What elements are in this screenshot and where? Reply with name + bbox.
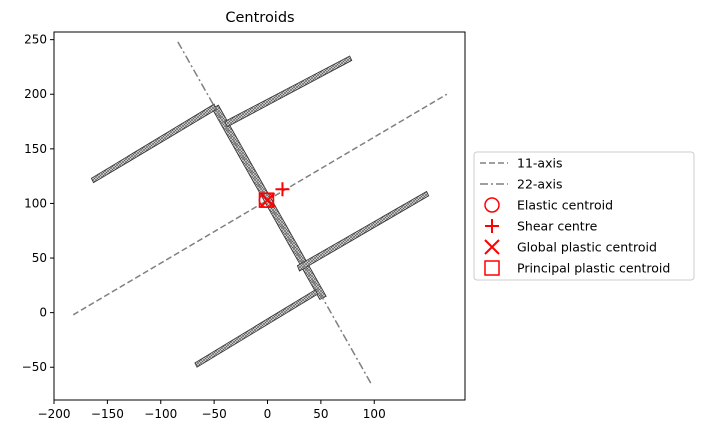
x-tick-label: −100 — [144, 407, 177, 421]
y-tick-label: 0 — [39, 306, 47, 320]
global-plastic-centroid-marker — [259, 192, 276, 208]
legend-global-plastic-centroid-symbol — [484, 239, 500, 255]
y-tick-label: 50 — [32, 251, 47, 265]
x-tick-label: 100 — [363, 407, 386, 421]
legend-principal-plastic-centroid-symbol — [484, 260, 500, 276]
x-tick-label: 0 — [264, 407, 272, 421]
y-tick-label: 100 — [24, 196, 47, 210]
plot-area — [72, 41, 448, 384]
y-tick-label: 200 — [24, 87, 47, 101]
legend-22-axis-label: 22-axis — [517, 177, 562, 192]
section-flange-4 — [194, 289, 319, 368]
shear-centre-marker — [275, 182, 290, 197]
legend-principal-plastic-centroid-label: Principal plastic centroid — [517, 261, 670, 276]
legend-shear-centre-label: Shear centre — [517, 219, 598, 234]
plot-layer — [72, 41, 448, 384]
legend-elastic-centroid-label: Elastic centroid — [517, 198, 613, 213]
section-flange-2 — [224, 55, 353, 128]
x-tick-label: −200 — [38, 407, 71, 421]
legend-shear-centre-symbol — [485, 219, 499, 233]
section-flange-3 — [296, 190, 430, 272]
x-tick-label: 50 — [313, 407, 328, 421]
x-tick-label: −150 — [91, 407, 124, 421]
principal-plastic-centroid-marker — [258, 192, 275, 208]
y-tick-label: 250 — [24, 33, 47, 47]
legend-frame — [473, 151, 695, 281]
legend-elastic-centroid-symbol — [484, 197, 500, 213]
x-tick-label: −50 — [201, 407, 226, 421]
section-flange-1 — [90, 103, 217, 184]
plot-frame — [53, 31, 466, 401]
legend: 11-axis 22-axis Elastic centroid Shear cent… — [473, 151, 695, 281]
y-tick-label: 150 — [24, 142, 47, 156]
legend-11-axis-label: 11-axis — [517, 156, 562, 171]
22-axis-line — [177, 41, 372, 384]
axis-layer: −200 −150 −100 −50 0 50 100 −50 0 50 100 150 200 250 — [22, 33, 386, 421]
legend-global-plastic-centroid-label: Global plastic centroid — [517, 240, 657, 255]
chart-title: Centroids — [225, 10, 294, 26]
y-tick-label: −50 — [22, 360, 47, 374]
